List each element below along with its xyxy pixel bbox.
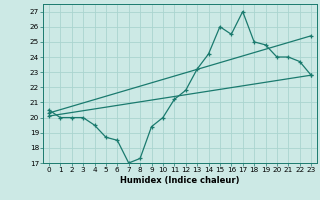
X-axis label: Humidex (Indice chaleur): Humidex (Indice chaleur) [120,176,240,185]
